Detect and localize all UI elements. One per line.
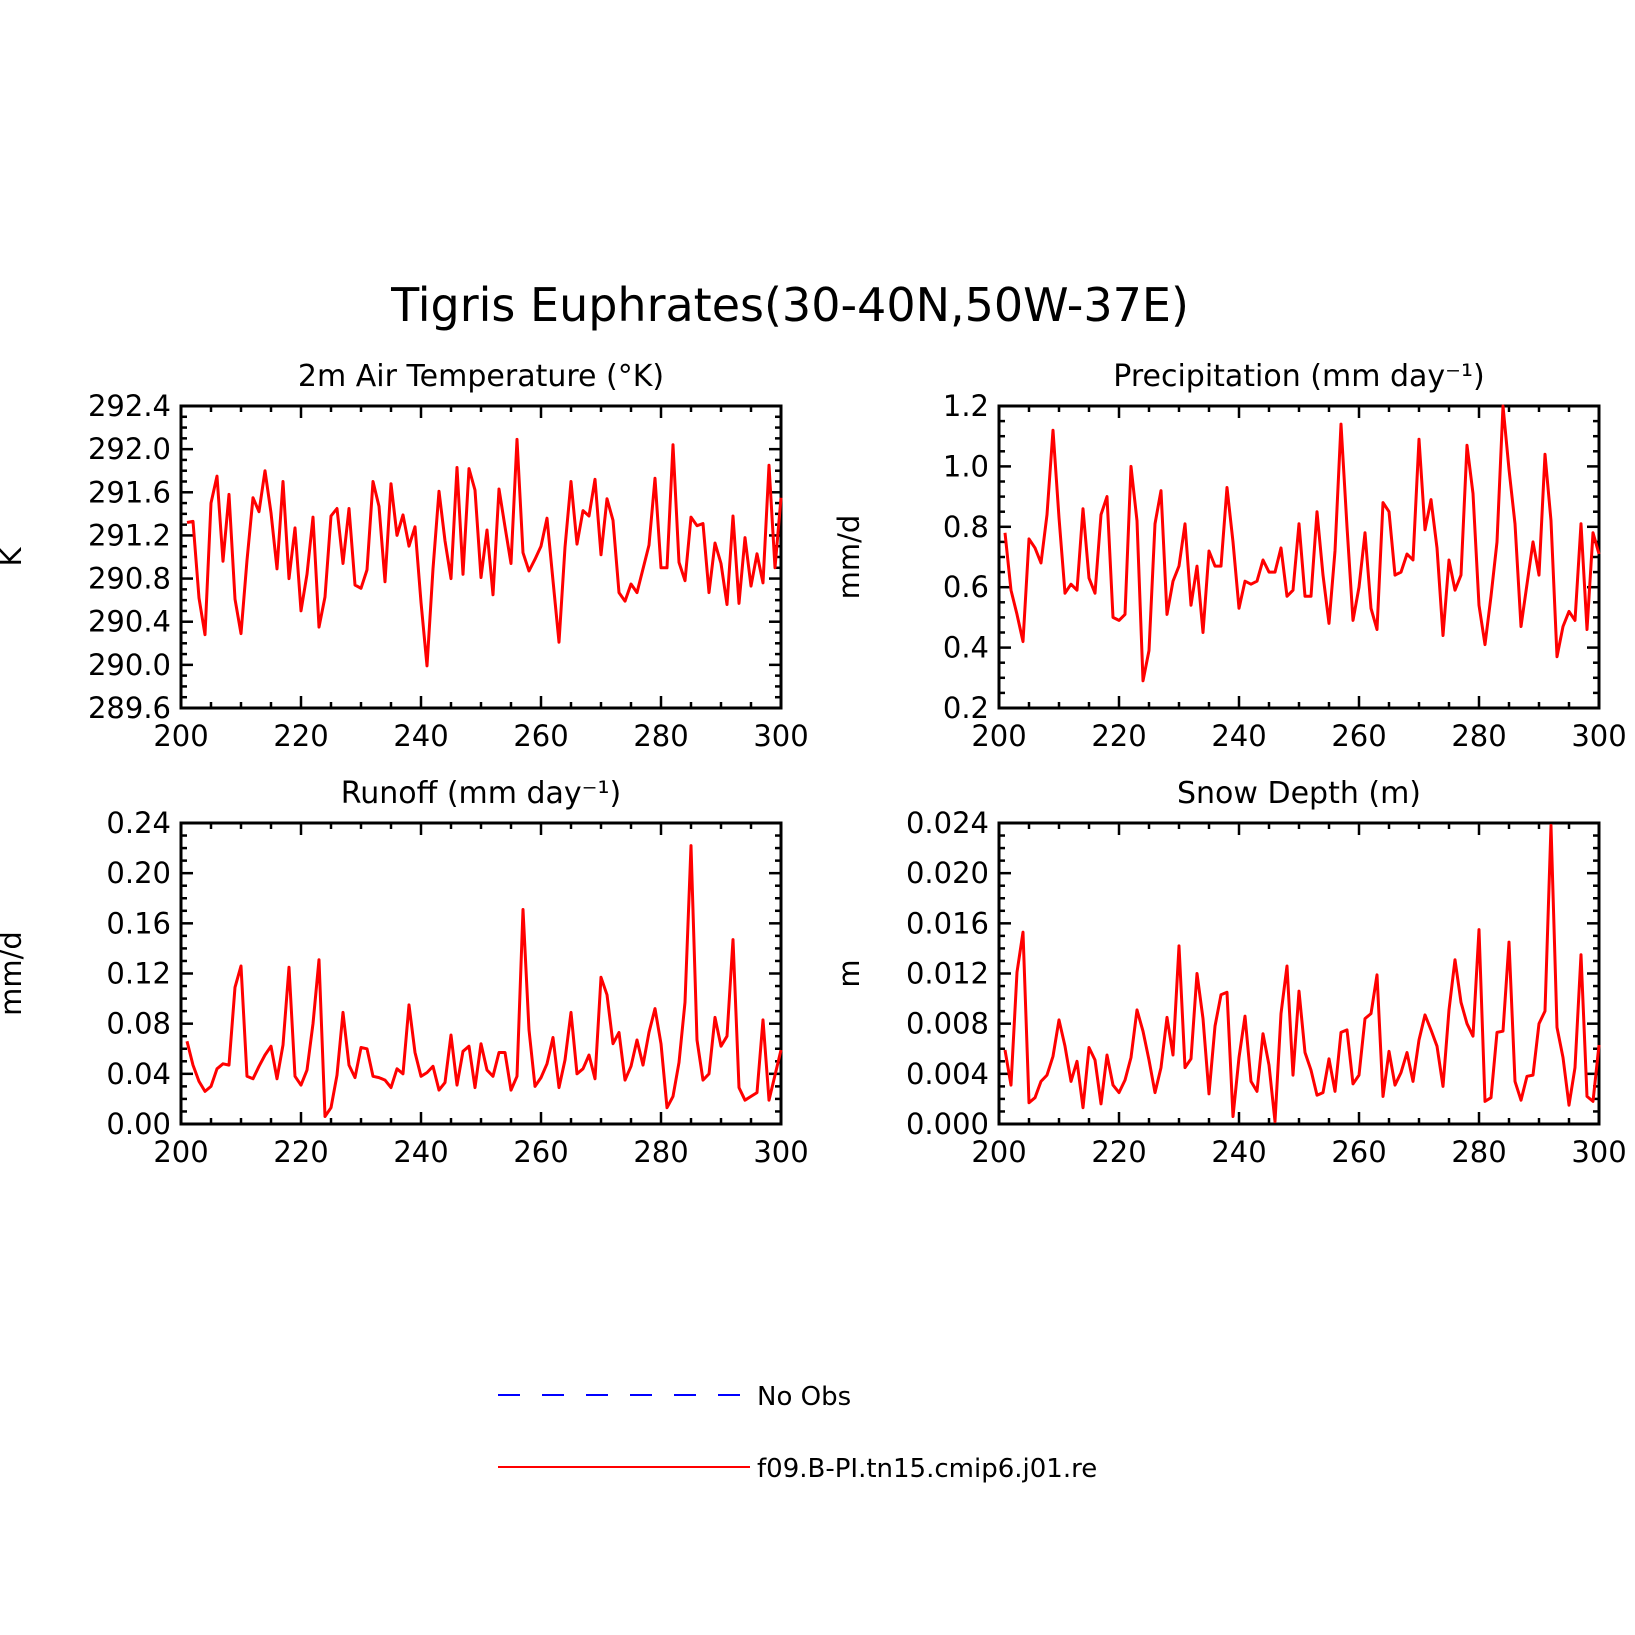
x-tick-label: 280 xyxy=(1451,719,1506,753)
legend-model-label: f09.B-PI.tn15.cmip6.j01.re xyxy=(757,1454,1097,1484)
y-axis-label: mm/d xyxy=(0,931,28,1016)
x-tick-label: 240 xyxy=(1211,1135,1266,1169)
series-line xyxy=(1003,404,1601,683)
panel-1: 200 220 240 260 280 300 289.6 290.0 290.4 290.8 29… xyxy=(0,359,809,753)
x-tick-label: 300 xyxy=(1571,719,1626,753)
y-tick-label: 0.008 xyxy=(906,1007,989,1041)
panel-title: Precipitation (mm day⁻¹) xyxy=(1113,359,1484,394)
x-tick-label: 200 xyxy=(971,719,1026,753)
x-tick-label: 260 xyxy=(1331,719,1386,753)
y-tick-label: 0.6 xyxy=(943,570,989,604)
y-tick-label: 0.12 xyxy=(106,957,171,991)
series-line xyxy=(186,437,783,668)
y-tick-label: 0.2 xyxy=(943,691,989,725)
x-tick-label: 220 xyxy=(273,1135,328,1169)
series-line xyxy=(185,844,783,1118)
y-tick-label: 0.4 xyxy=(943,631,989,665)
x-tick-label: 200 xyxy=(971,1135,1026,1169)
panel-4: 200 220 240 260 280 300 0.000 0.004 0.008 0.012 0.… xyxy=(832,776,1627,1169)
plot-frame xyxy=(997,404,1601,710)
panel-2: 200 220 240 260 280 300 0.2 0.4 0.6 0.8 1.0 1.2 Prec… xyxy=(832,359,1627,753)
panel-3: 200 220 240 260 280 300 0.00 0.04 0.08 0.12 0.16 0.… xyxy=(0,776,809,1169)
x-tick-label: 260 xyxy=(513,1135,568,1169)
series-line xyxy=(1003,824,1601,1123)
x-tick-label: 260 xyxy=(513,719,568,753)
y-tick-label: 0.000 xyxy=(906,1107,989,1141)
y-tick-label: 290.0 xyxy=(88,648,171,682)
y-tick-label: 0.004 xyxy=(906,1057,989,1091)
y-tick-label: 0.16 xyxy=(106,906,171,940)
y-tick-label: 291.6 xyxy=(88,475,171,509)
x-tick-label: 280 xyxy=(633,1135,688,1169)
x-tick-label: 240 xyxy=(1211,719,1266,753)
y-axis-label: K xyxy=(0,547,28,567)
x-tick-label: 220 xyxy=(1091,1135,1146,1169)
legend-no-obs-label: No Obs xyxy=(757,1382,851,1412)
y-tick-label: 0.8 xyxy=(943,510,989,544)
x-tick-label: 280 xyxy=(633,719,688,753)
y-tick-label: 292.4 xyxy=(88,389,171,423)
x-tick-label: 240 xyxy=(393,719,448,753)
panel-title: Runoff (mm day⁻¹) xyxy=(341,776,622,811)
y-tick-label: 0.08 xyxy=(106,1007,171,1041)
y-tick-label: 0.00 xyxy=(106,1107,171,1141)
y-tick-label: 0.20 xyxy=(106,856,171,890)
x-tick-label: 200 xyxy=(153,719,208,753)
x-tick-label: 220 xyxy=(273,719,328,753)
y-tick-label: 0.024 xyxy=(906,806,989,840)
x-tick-label: 220 xyxy=(1091,719,1146,753)
x-tick-label: 300 xyxy=(753,1135,808,1169)
x-tick-label: 200 xyxy=(153,1135,208,1169)
y-tick-label: 0.04 xyxy=(106,1057,171,1091)
y-tick-label: 290.4 xyxy=(88,605,171,639)
x-tick-label: 260 xyxy=(1331,1135,1386,1169)
panel-title: 2m Air Temperature (°K) xyxy=(298,359,664,394)
x-tick-label: 300 xyxy=(753,719,808,753)
y-tick-label: 290.8 xyxy=(88,562,171,596)
y-tick-label: 0.016 xyxy=(906,906,989,940)
y-axis-label: mm/d xyxy=(832,515,866,600)
x-tick-label: 280 xyxy=(1451,1135,1506,1169)
y-tick-label: 0.24 xyxy=(106,806,171,840)
figure-title: Tigris Euphrates(30-40N,50W-37E) xyxy=(390,278,1189,332)
y-tick-label: 0.020 xyxy=(906,856,989,890)
legend: No Obs f09.B-PI.tn15.cmip6.j01.re xyxy=(498,1382,1097,1484)
x-tick-label: 300 xyxy=(1571,1135,1626,1169)
y-axis-label: m xyxy=(832,959,866,987)
y-tick-label: 1.0 xyxy=(943,449,989,483)
panel-title: Snow Depth (m) xyxy=(1177,776,1421,811)
y-tick-label: 0.012 xyxy=(906,957,989,991)
x-tick-label: 240 xyxy=(393,1135,448,1169)
y-tick-label: 291.2 xyxy=(88,518,171,552)
y-tick-label: 292.0 xyxy=(88,432,171,466)
y-tick-label: 289.6 xyxy=(88,691,171,725)
panels: 200 220 240 260 280 300 289.6 290.0 290.4 290.8 29… xyxy=(0,359,1627,1169)
y-tick-label: 1.2 xyxy=(943,389,989,423)
